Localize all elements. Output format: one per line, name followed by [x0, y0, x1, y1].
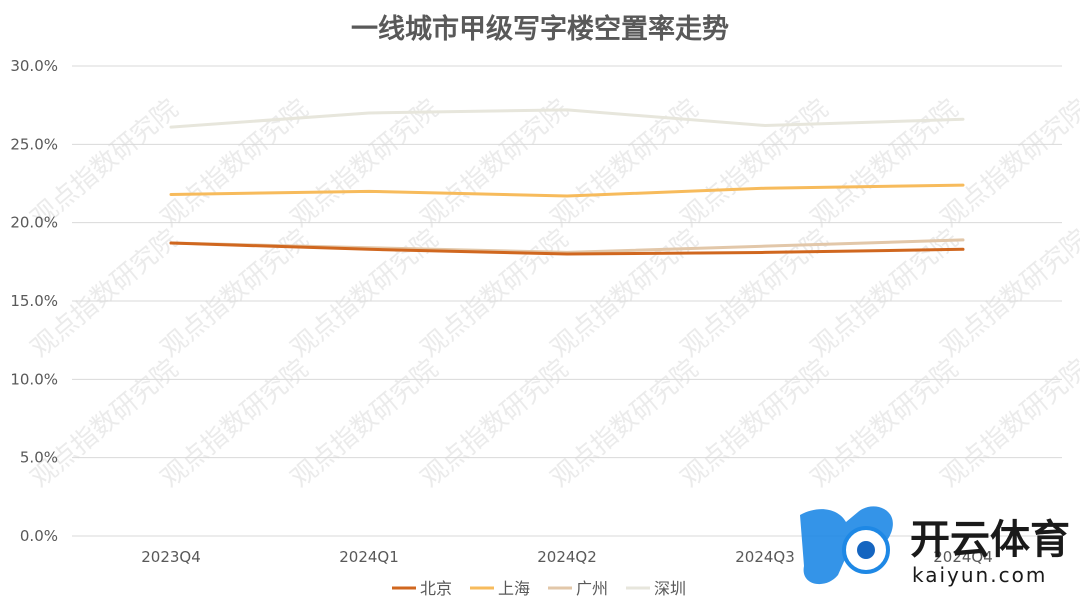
grid-layer	[72, 65, 1062, 537]
x-tick-label: 2024Q2	[537, 548, 597, 566]
series-line-3	[169, 108, 965, 129]
series-line-1	[169, 183, 965, 198]
legend-label: 广州	[576, 579, 608, 598]
y-tick-label: 30.0%	[10, 57, 58, 75]
y-tick-label: 10.0%	[10, 370, 58, 388]
y-tick-label: 20.0%	[10, 214, 58, 232]
chart-title: 一线城市甲级写字楼空置率走势	[351, 13, 729, 45]
y-tick-label: 15.0%	[10, 292, 58, 310]
watermark-layer: 观点指数研究院观点指数研究院观点指数研究院观点指数研究院观点指数研究院观点指数研…	[25, 94, 1080, 494]
y-tick-label: 5.0%	[20, 449, 58, 467]
series-layer	[169, 108, 965, 256]
y-axis: 0.0% 5.0% 10.0% 15.0% 20.0% 25.0% 30.0%	[10, 57, 58, 545]
series-line-0	[169, 241, 965, 256]
legend-label: 上海	[498, 579, 530, 598]
x-tick-label: 2024Q4	[933, 548, 993, 566]
legend-label: 北京	[420, 579, 452, 598]
x-tick-label: 2023Q4	[141, 548, 201, 566]
legend: 北京 上海 广州 深圳	[392, 579, 686, 598]
logo-cn-text: 开云体育	[910, 517, 1070, 563]
brand-logo: 开云体育 kaiyun.com	[800, 506, 1070, 587]
x-tick-label: 2024Q3	[735, 548, 795, 566]
y-tick-label: 25.0%	[10, 135, 58, 153]
logo-ball-center	[857, 541, 875, 559]
y-tick-label: 0.0%	[20, 527, 58, 545]
legend-label: 深圳	[654, 579, 686, 598]
x-tick-label: 2024Q1	[339, 548, 399, 566]
logo-en-text: kaiyun.com	[912, 563, 1047, 587]
x-axis: 2023Q4 2024Q1 2024Q2 2024Q3 2024Q4	[141, 548, 993, 566]
